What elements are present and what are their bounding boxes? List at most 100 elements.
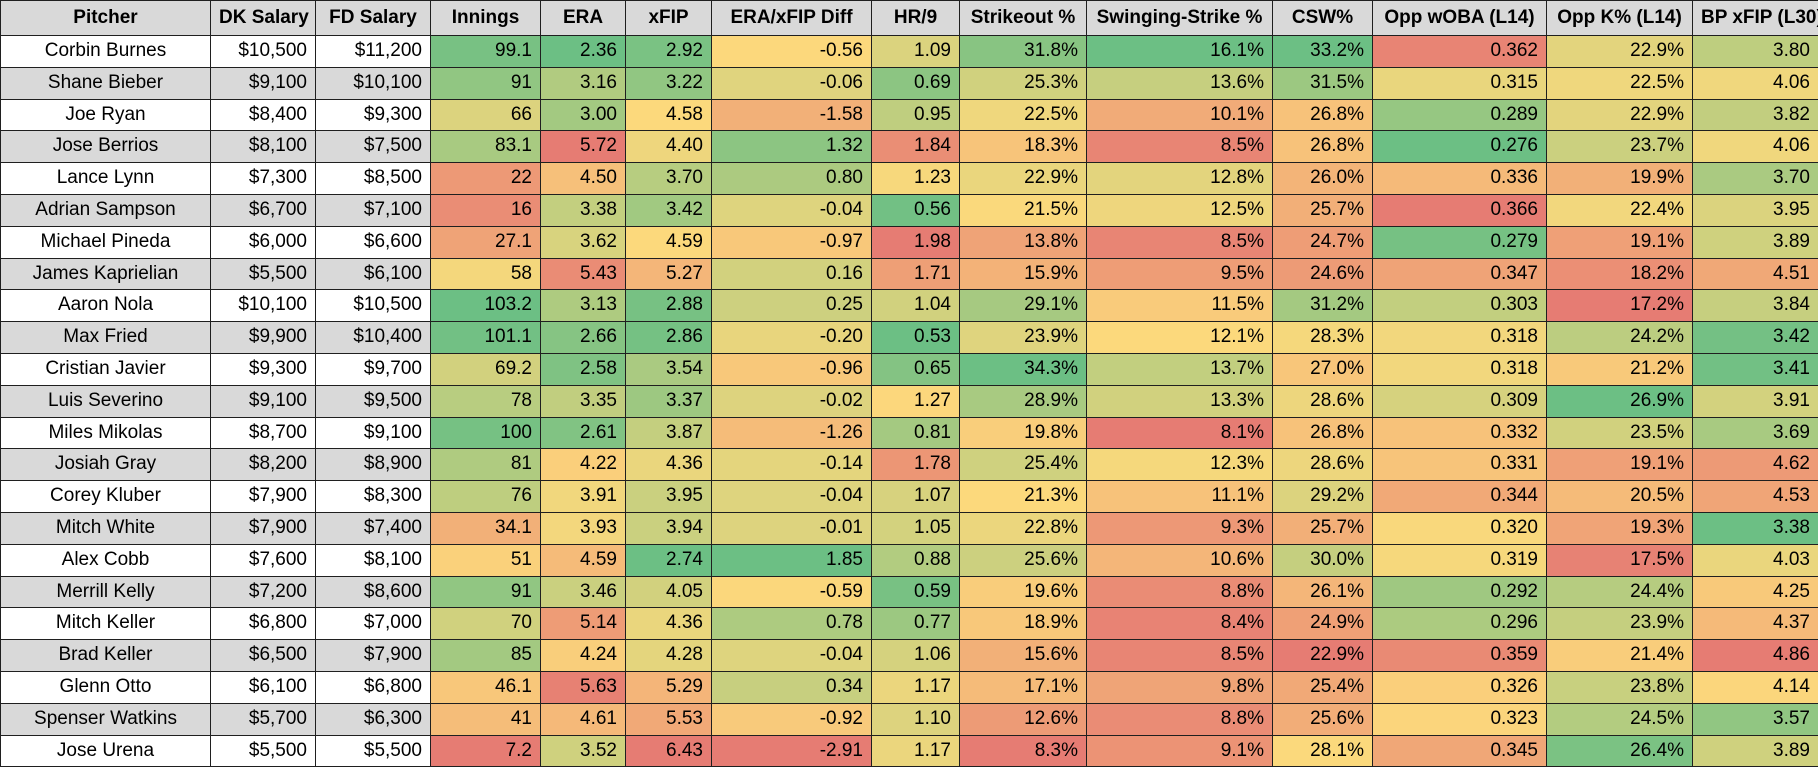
stat-cell[interactable]: 0.332 bbox=[1372, 416, 1547, 450]
stat-cell[interactable]: 13.7% bbox=[1086, 352, 1273, 386]
table-row[interactable]: Merrill Kelly $7,200 $8,600 91 3.46 4.05 -0.59… bbox=[0, 575, 1818, 609]
stat-cell[interactable]: $7,900 bbox=[210, 480, 316, 513]
stat-cell[interactable]: 3.41 bbox=[1692, 352, 1818, 386]
stat-cell[interactable]: 3.46 bbox=[540, 575, 626, 609]
stat-cell[interactable]: 76 bbox=[430, 480, 541, 513]
stat-cell[interactable]: 1.05 bbox=[871, 511, 960, 545]
stat-cell[interactable]: 3.52 bbox=[540, 734, 626, 768]
stat-cell[interactable]: 22.5% bbox=[959, 98, 1087, 132]
stat-cell[interactable]: 26.4% bbox=[1546, 734, 1693, 768]
stat-cell[interactable]: 0.88 bbox=[871, 543, 960, 577]
stat-cell[interactable]: $6,100 bbox=[315, 257, 431, 291]
stat-cell[interactable]: 0.344 bbox=[1372, 480, 1547, 513]
stat-cell[interactable]: 9.5% bbox=[1086, 257, 1273, 291]
stat-cell[interactable]: 4.24 bbox=[540, 639, 626, 672]
stat-cell[interactable]: 69.2 bbox=[430, 352, 541, 386]
stat-cell[interactable]: 9.3% bbox=[1086, 511, 1273, 545]
pitcher-name-cell[interactable]: James Kaprielian bbox=[0, 257, 211, 291]
column-header-opp-k-l14[interactable]: Opp K% (L14) bbox=[1546, 0, 1693, 36]
stat-cell[interactable]: 4.40 bbox=[625, 130, 712, 164]
stat-cell[interactable]: 0.56 bbox=[871, 193, 960, 227]
pitcher-name-cell[interactable]: Corbin Burnes bbox=[0, 35, 211, 68]
stat-cell[interactable]: $7,100 bbox=[315, 193, 431, 227]
stat-cell[interactable]: 1.07 bbox=[871, 480, 960, 513]
stat-cell[interactable]: $7,900 bbox=[315, 639, 431, 672]
stat-cell[interactable]: $8,400 bbox=[210, 98, 316, 132]
stat-cell[interactable]: $10,500 bbox=[210, 35, 316, 68]
stat-cell[interactable]: 19.8% bbox=[959, 416, 1087, 450]
stat-cell[interactable]: 4.59 bbox=[625, 225, 712, 259]
stat-cell[interactable]: 5.27 bbox=[625, 257, 712, 291]
stat-cell[interactable]: 3.95 bbox=[1692, 193, 1818, 227]
stat-cell[interactable]: 5.29 bbox=[625, 670, 712, 704]
pitcher-name-cell[interactable]: Luis Severino bbox=[0, 384, 211, 418]
stat-cell[interactable]: $6,100 bbox=[210, 670, 316, 704]
stat-cell[interactable]: 7.2 bbox=[430, 734, 541, 768]
stat-cell[interactable]: $6,300 bbox=[315, 702, 431, 736]
stat-cell[interactable]: 34.1 bbox=[430, 511, 541, 545]
stat-cell[interactable]: 2.36 bbox=[540, 35, 626, 68]
stat-cell[interactable]: 0.345 bbox=[1372, 734, 1547, 768]
stat-cell[interactable]: 28.6% bbox=[1272, 448, 1373, 482]
stat-cell[interactable]: -0.04 bbox=[711, 193, 872, 227]
stat-cell[interactable]: 15.9% bbox=[959, 257, 1087, 291]
stat-cell[interactable]: 20.5% bbox=[1546, 480, 1693, 513]
stat-cell[interactable]: 22.8% bbox=[959, 511, 1087, 545]
stat-cell[interactable]: 22.5% bbox=[1546, 66, 1693, 100]
stat-cell[interactable]: 4.22 bbox=[540, 448, 626, 482]
stat-cell[interactable]: 4.06 bbox=[1692, 130, 1818, 164]
stat-cell[interactable]: 51 bbox=[430, 543, 541, 577]
stat-cell[interactable]: 3.37 bbox=[625, 384, 712, 418]
stat-cell[interactable]: $9,300 bbox=[210, 352, 316, 386]
stat-cell[interactable]: 4.14 bbox=[1692, 670, 1818, 704]
stat-cell[interactable]: 0.69 bbox=[871, 66, 960, 100]
stat-cell[interactable]: 4.36 bbox=[625, 448, 712, 482]
stat-cell[interactable]: 5.14 bbox=[540, 607, 626, 641]
stat-cell[interactable]: 24.9% bbox=[1272, 607, 1373, 641]
stat-cell[interactable]: 8.5% bbox=[1086, 639, 1273, 672]
stat-cell[interactable]: 0.366 bbox=[1372, 193, 1547, 227]
stat-cell[interactable]: 3.57 bbox=[1692, 702, 1818, 736]
stat-cell[interactable]: 0.34 bbox=[711, 670, 872, 704]
stat-cell[interactable]: 3.38 bbox=[1692, 511, 1818, 545]
stat-cell[interactable]: 22 bbox=[430, 162, 541, 195]
stat-cell[interactable]: -0.04 bbox=[711, 639, 872, 672]
column-header-dk-salary[interactable]: DK Salary bbox=[210, 0, 316, 36]
stat-cell[interactable]: 0.95 bbox=[871, 98, 960, 132]
stat-cell[interactable]: 31.8% bbox=[959, 35, 1087, 68]
stat-cell[interactable]: 3.70 bbox=[1692, 162, 1818, 195]
stat-cell[interactable]: 3.94 bbox=[625, 511, 712, 545]
stat-cell[interactable]: 91 bbox=[430, 575, 541, 609]
stat-cell[interactable]: 2.88 bbox=[625, 289, 712, 323]
stat-cell[interactable]: -0.59 bbox=[711, 575, 872, 609]
stat-cell[interactable]: 17.2% bbox=[1546, 289, 1693, 323]
stat-cell[interactable]: 9.1% bbox=[1086, 734, 1273, 768]
pitcher-name-cell[interactable]: Jose Berrios bbox=[0, 130, 211, 164]
stat-cell[interactable]: 0.279 bbox=[1372, 225, 1547, 259]
stat-cell[interactable]: $6,800 bbox=[210, 607, 316, 641]
stat-cell[interactable]: 5.72 bbox=[540, 130, 626, 164]
stat-cell[interactable]: 5.63 bbox=[540, 670, 626, 704]
stat-cell[interactable]: 0.359 bbox=[1372, 639, 1547, 672]
stat-cell[interactable]: -0.06 bbox=[711, 66, 872, 100]
stat-cell[interactable]: -0.14 bbox=[711, 448, 872, 482]
stat-cell[interactable]: 101.1 bbox=[430, 321, 541, 354]
stat-cell[interactable]: 0.276 bbox=[1372, 130, 1547, 164]
stat-cell[interactable]: 13.3% bbox=[1086, 384, 1273, 418]
stat-cell[interactable]: 12.3% bbox=[1086, 448, 1273, 482]
stat-cell[interactable]: 16 bbox=[430, 193, 541, 227]
stat-cell[interactable]: $8,100 bbox=[315, 543, 431, 577]
stat-cell[interactable]: 3.95 bbox=[625, 480, 712, 513]
stat-cell[interactable]: 0.318 bbox=[1372, 352, 1547, 386]
stat-cell[interactable]: 28.6% bbox=[1272, 384, 1373, 418]
stat-cell[interactable]: 25.7% bbox=[1272, 193, 1373, 227]
stat-cell[interactable]: 5.43 bbox=[540, 257, 626, 291]
stat-cell[interactable]: $9,100 bbox=[210, 384, 316, 418]
stat-cell[interactable]: 0.336 bbox=[1372, 162, 1547, 195]
table-row[interactable]: Michael Pineda $6,000 $6,600 27.1 3.62 4.59 -0… bbox=[0, 225, 1818, 259]
stat-cell[interactable]: 27.1 bbox=[430, 225, 541, 259]
stat-cell[interactable]: 4.58 bbox=[625, 98, 712, 132]
stat-cell[interactable]: $7,900 bbox=[210, 511, 316, 545]
stat-cell[interactable]: $8,200 bbox=[210, 448, 316, 482]
stat-cell[interactable]: $8,600 bbox=[315, 575, 431, 609]
